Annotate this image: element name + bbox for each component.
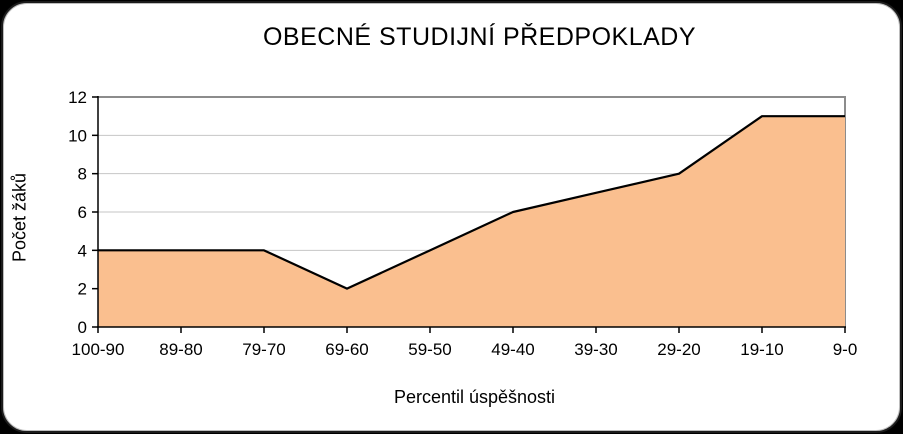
x-tick-label: 59-50	[408, 340, 451, 359]
x-tick-label: 89-80	[159, 340, 202, 359]
y-tick-label: 12	[68, 88, 87, 107]
x-tick-label: 49-40	[491, 340, 534, 359]
y-tick-label: 6	[78, 203, 87, 222]
x-tick-label: 9-0	[833, 340, 858, 359]
x-tick-label: 39-30	[574, 340, 617, 359]
y-tick-label: 4	[78, 241, 87, 260]
y-tick-label: 10	[68, 126, 87, 145]
chart-title: OBECNÉ STUDIJNÍ PŘEDPOKLADY	[262, 23, 697, 51]
x-tick-label: 69-60	[325, 340, 368, 359]
area-series-fill	[98, 116, 845, 328]
y-tick-label: 2	[78, 280, 87, 299]
x-axis-title: Percentil úspěšnosti	[393, 387, 556, 407]
x-tick-label: 79-70	[242, 340, 285, 359]
x-tick-label: 29-20	[657, 340, 700, 359]
x-tick-label: 19-10	[740, 340, 783, 359]
y-tick-label: 0	[78, 318, 87, 337]
y-tick-label: 8	[78, 165, 87, 184]
series-line	[98, 115, 845, 290]
x-tick-label: 100-90	[72, 340, 125, 359]
